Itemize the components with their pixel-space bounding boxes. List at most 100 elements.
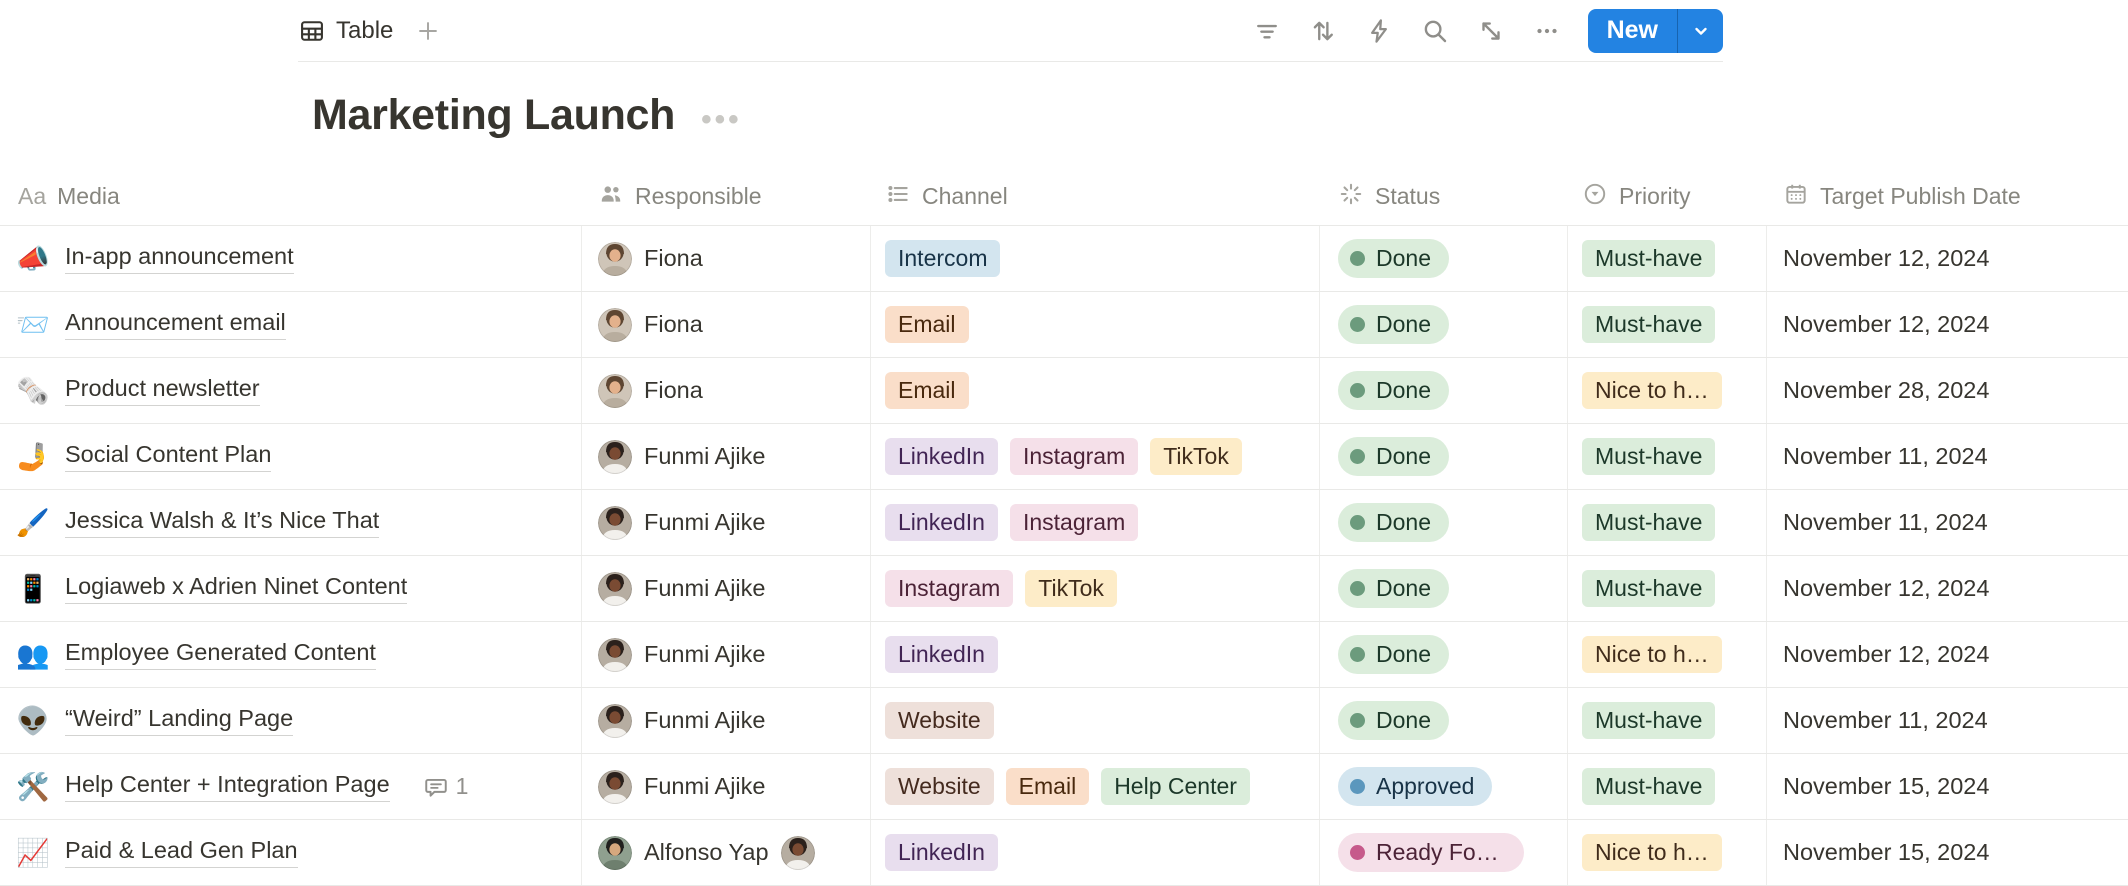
- cell-responsible[interactable]: Funmi Ajike: [582, 622, 871, 687]
- cell-status[interactable]: Done: [1320, 622, 1568, 687]
- column-header-media[interactable]: Aa Media: [0, 168, 582, 225]
- table-row[interactable]: 🛠️ Help Center + Integration Page 1 Funmi A…: [0, 754, 2128, 820]
- page-link[interactable]: In-app announcement: [65, 243, 294, 274]
- cell-channel[interactable]: Email: [871, 292, 1320, 357]
- expand-icon[interactable]: [1470, 10, 1512, 52]
- table-row[interactable]: 🖌️ Jessica Walsh & It’s Nice That Funmi Aj…: [0, 490, 2128, 556]
- column-header-channel[interactable]: Channel: [871, 168, 1320, 225]
- cell-media[interactable]: 🛠️ Help Center + Integration Page 1: [0, 754, 582, 819]
- cell-priority[interactable]: Nice to h…: [1568, 358, 1767, 423]
- page-title[interactable]: Marketing Launch: [312, 90, 676, 139]
- cell-target-publish-date[interactable]: November 11, 2024: [1767, 490, 2128, 555]
- table-row[interactable]: 📈 Paid & Lead Gen Plan Alfonso Yap LinkedIn…: [0, 820, 2128, 886]
- cell-priority[interactable]: Must-have: [1568, 490, 1767, 555]
- cell-responsible[interactable]: Funmi Ajike: [582, 490, 871, 555]
- tab-table-view[interactable]: Table: [298, 17, 393, 45]
- cell-responsible[interactable]: Fiona: [582, 292, 871, 357]
- table-row[interactable]: 📱 Logiaweb x Adrien Ninet Content Funmi Aj…: [0, 556, 2128, 622]
- new-button[interactable]: New: [1606, 16, 1658, 44]
- filter-icon[interactable]: [1246, 10, 1288, 52]
- cell-priority[interactable]: Must-have: [1568, 556, 1767, 621]
- cell-target-publish-date[interactable]: November 12, 2024: [1767, 622, 2128, 687]
- cell-status[interactable]: Done: [1320, 358, 1568, 423]
- cell-media[interactable]: 📈 Paid & Lead Gen Plan: [0, 820, 582, 885]
- table-row[interactable]: 👽 “Weird” Landing Page Funmi Ajike Website D…: [0, 688, 2128, 754]
- cell-media[interactable]: 📱 Logiaweb x Adrien Ninet Content: [0, 556, 582, 621]
- cell-media[interactable]: 🖌️ Jessica Walsh & It’s Nice That: [0, 490, 582, 555]
- channel-tag: Email: [1005, 768, 1090, 805]
- cell-channel[interactable]: LinkedIn Instagram: [871, 490, 1320, 555]
- cell-target-publish-date[interactable]: November 12, 2024: [1767, 556, 2128, 621]
- table-row[interactable]: 🗞️ Product newsletter Fiona Email Done Nice t…: [0, 358, 2128, 424]
- cell-media[interactable]: 📣 In-app announcement: [0, 226, 582, 291]
- cell-media[interactable]: 📨 Announcement email: [0, 292, 582, 357]
- cell-channel[interactable]: LinkedIn: [871, 820, 1320, 885]
- cell-status[interactable]: Done: [1320, 226, 1568, 291]
- cell-responsible[interactable]: Funmi Ajike: [582, 556, 871, 621]
- cell-target-publish-date[interactable]: November 11, 2024: [1767, 424, 2128, 489]
- cell-channel[interactable]: Intercom: [871, 226, 1320, 291]
- cell-priority[interactable]: Must-have: [1568, 292, 1767, 357]
- cell-priority[interactable]: Nice to h…: [1568, 820, 1767, 885]
- cell-channel[interactable]: LinkedIn: [871, 622, 1320, 687]
- cell-media[interactable]: 👥 Employee Generated Content: [0, 622, 582, 687]
- add-view-button[interactable]: [415, 18, 441, 44]
- cell-channel[interactable]: Instagram TikTok: [871, 556, 1320, 621]
- cell-media[interactable]: 🤳 Social Content Plan: [0, 424, 582, 489]
- person-name: Fiona: [644, 245, 703, 271]
- cell-priority[interactable]: Must-have: [1568, 754, 1767, 819]
- page-link[interactable]: Announcement email: [65, 309, 286, 340]
- cell-status[interactable]: Done: [1320, 556, 1568, 621]
- cell-media[interactable]: 👽 “Weird” Landing Page: [0, 688, 582, 753]
- cell-responsible[interactable]: Funmi Ajike: [582, 754, 871, 819]
- cell-channel[interactable]: Website: [871, 688, 1320, 753]
- sort-icon[interactable]: [1302, 10, 1344, 52]
- cell-status[interactable]: Ready For …: [1320, 820, 1568, 885]
- cell-responsible[interactable]: Fiona: [582, 226, 871, 291]
- cell-status[interactable]: Done: [1320, 688, 1568, 753]
- cell-responsible[interactable]: Alfonso Yap: [582, 820, 871, 885]
- page-link[interactable]: Paid & Lead Gen Plan: [65, 837, 298, 868]
- cell-priority[interactable]: Must-have: [1568, 688, 1767, 753]
- cell-channel[interactable]: LinkedIn Instagram TikTok: [871, 424, 1320, 489]
- cell-channel[interactable]: Website Email Help Center: [871, 754, 1320, 819]
- cell-responsible[interactable]: Funmi Ajike: [582, 688, 871, 753]
- column-header-priority[interactable]: Priority: [1568, 168, 1767, 225]
- cell-responsible[interactable]: Funmi Ajike: [582, 424, 871, 489]
- cell-target-publish-date[interactable]: November 11, 2024: [1767, 688, 2128, 753]
- cell-target-publish-date[interactable]: November 12, 2024: [1767, 226, 2128, 291]
- column-header-status[interactable]: Status: [1320, 168, 1568, 225]
- page-link[interactable]: Jessica Walsh & It’s Nice That: [65, 507, 380, 538]
- more-options-icon[interactable]: [1526, 10, 1568, 52]
- table-row[interactable]: 📣 In-app announcement Fiona Intercom Done Mus…: [0, 226, 2128, 292]
- new-button-dropdown[interactable]: [1677, 8, 1723, 53]
- table-row[interactable]: 🤳 Social Content Plan Funmi Ajike LinkedIn I…: [0, 424, 2128, 490]
- title-more-icon[interactable]: •••: [701, 103, 742, 136]
- cell-priority[interactable]: Nice to h…: [1568, 622, 1767, 687]
- cell-media[interactable]: 🗞️ Product newsletter: [0, 358, 582, 423]
- column-header-target-publish-date[interactable]: Target Publish Date: [1767, 168, 2128, 225]
- search-icon[interactable]: [1414, 10, 1456, 52]
- cell-responsible[interactable]: Fiona: [582, 358, 871, 423]
- cell-target-publish-date[interactable]: November 15, 2024: [1767, 820, 2128, 885]
- cell-target-publish-date[interactable]: November 15, 2024: [1767, 754, 2128, 819]
- cell-status[interactable]: Done: [1320, 490, 1568, 555]
- page-link[interactable]: “Weird” Landing Page: [65, 705, 294, 736]
- cell-target-publish-date[interactable]: November 12, 2024: [1767, 292, 2128, 357]
- page-link[interactable]: Help Center + Integration Page: [65, 771, 390, 802]
- cell-status[interactable]: Done: [1320, 424, 1568, 489]
- table-row[interactable]: 👥 Employee Generated Content Funmi Ajike Li…: [0, 622, 2128, 688]
- cell-target-publish-date[interactable]: November 28, 2024: [1767, 358, 2128, 423]
- page-link[interactable]: Logiaweb x Adrien Ninet Content: [65, 573, 408, 604]
- cell-status[interactable]: Approved: [1320, 754, 1568, 819]
- page-link[interactable]: Employee Generated Content: [65, 639, 376, 670]
- column-header-responsible[interactable]: Responsible: [582, 168, 871, 225]
- cell-status[interactable]: Done: [1320, 292, 1568, 357]
- automation-lightning-icon[interactable]: [1358, 10, 1400, 52]
- cell-priority[interactable]: Must-have: [1568, 424, 1767, 489]
- cell-priority[interactable]: Must-have: [1568, 226, 1767, 291]
- table-row[interactable]: 📨 Announcement email Fiona Email Done Must-ha…: [0, 292, 2128, 358]
- cell-channel[interactable]: Email: [871, 358, 1320, 423]
- page-link[interactable]: Social Content Plan: [65, 441, 272, 472]
- page-link[interactable]: Product newsletter: [65, 375, 260, 406]
